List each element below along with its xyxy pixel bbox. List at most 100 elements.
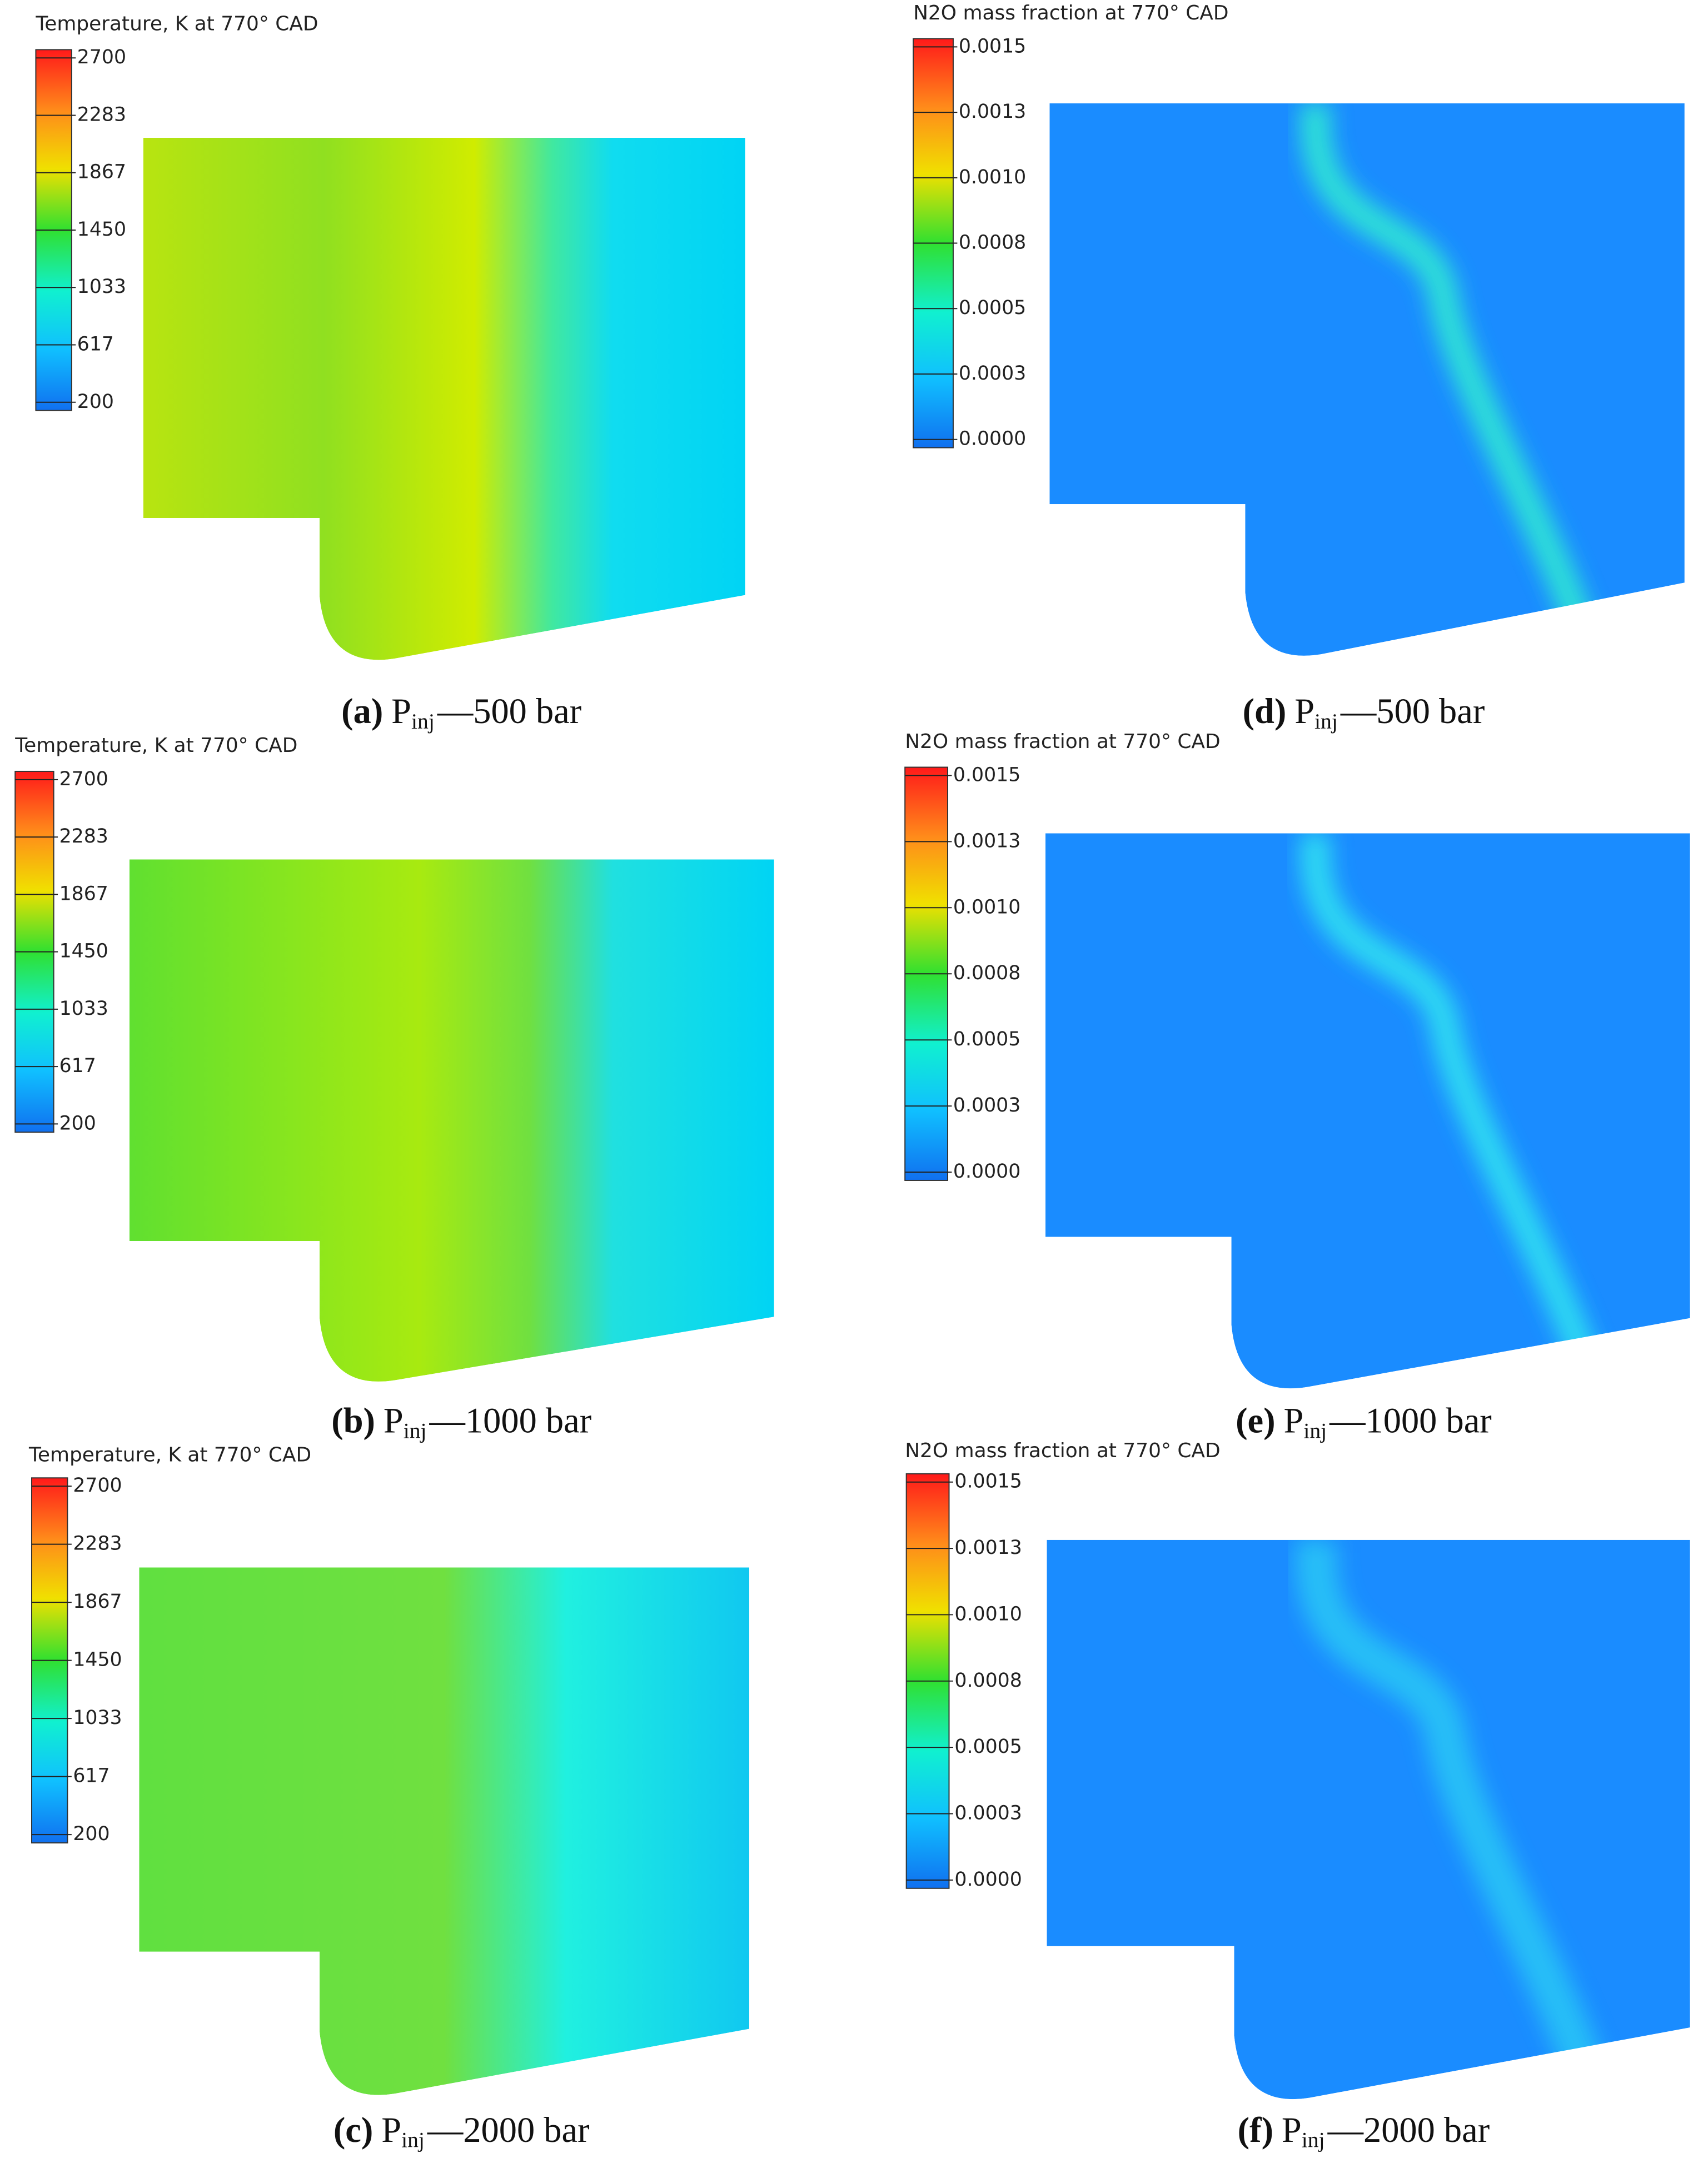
caption-subscript: inj xyxy=(404,1418,427,1443)
contour-plot xyxy=(1047,1539,1690,2100)
colorbar-tick-label: 0.0003 xyxy=(953,1094,1020,1117)
caption-symbol: P xyxy=(381,2110,401,2150)
colorbar-tick-label: 0.0000 xyxy=(953,1160,1020,1183)
colorbar-tick-label: 0.0000 xyxy=(959,428,1026,450)
caption-label: (c) xyxy=(333,2110,374,2150)
colorbar-tick-label: 1867 xyxy=(59,883,108,905)
colorbar-tick-label: 0.0010 xyxy=(954,1603,1022,1625)
panel: Temperature, K at 770° CAD 2700 2283 1867 14… xyxy=(28,1444,750,2152)
colorbar-tick-label: 0.0008 xyxy=(959,232,1026,254)
caption-text: —1000 bar xyxy=(429,1401,592,1440)
caption-text: —2000 bar xyxy=(427,2110,590,2150)
colorbar-tick-label: 617 xyxy=(77,333,114,356)
colorbar-tick-label: 2700 xyxy=(73,1474,122,1497)
caption: (e) Pinj —1000 bar xyxy=(1236,1401,1492,1443)
colorbar-title: Temperature, K at 770° CAD xyxy=(14,734,297,757)
colorbar-tick-label: 0.0013 xyxy=(953,830,1020,852)
colorbar-tick-label: 1450 xyxy=(59,940,108,963)
colorbar-tick-label: 0.0003 xyxy=(954,1802,1022,1825)
caption: (a) Pinj —500 bar xyxy=(341,691,581,734)
panel: N2O mass fraction at 770° CAD 0.0015 0.001… xyxy=(905,1439,1690,2152)
colorbar-tick-label: 0.0010 xyxy=(953,896,1020,918)
domain xyxy=(1047,1539,1690,2100)
caption-subscript: inj xyxy=(1303,1418,1327,1443)
caption-text: —1000 bar xyxy=(1329,1401,1492,1440)
colorbar-tick-label: 2283 xyxy=(73,1533,122,1555)
colorbar-tick-label: 1867 xyxy=(77,161,126,183)
colorbar-tick-label: 0.0000 xyxy=(954,1868,1022,1891)
colorbar-tick-label: 200 xyxy=(73,1823,109,1845)
caption-label: (a) xyxy=(341,691,383,731)
panel: Temperature, K at 770° CAD 2700 2283 1867 14… xyxy=(14,734,774,1443)
contour-plot xyxy=(129,859,774,1382)
colorbar-tick-label: 617 xyxy=(59,1055,96,1077)
domain xyxy=(139,1567,750,2095)
colorbar-tick-label: 2700 xyxy=(77,46,126,68)
colorbar-tick-label: 0.0015 xyxy=(953,764,1020,786)
colorbar-title: Temperature, K at 770° CAD xyxy=(35,13,318,36)
colorbar-tick-label: 0.0013 xyxy=(959,101,1026,123)
colorbar-tick-label: 1450 xyxy=(77,218,126,241)
panel: N2O mass fraction at 770° CAD 0.0015 0.001… xyxy=(904,730,1690,1443)
domain xyxy=(1049,103,1685,656)
colorbar-title: N2O mass fraction at 770° CAD xyxy=(905,730,1220,753)
caption: (b) Pinj —1000 bar xyxy=(331,1401,591,1443)
caption-symbol: P xyxy=(384,1401,404,1440)
domain xyxy=(129,859,774,1382)
caption-label: (b) xyxy=(331,1401,375,1440)
contour-plot xyxy=(139,1567,750,2095)
colorbar-tick-label: 1033 xyxy=(59,998,108,1020)
caption-symbol: P xyxy=(1282,2110,1302,2150)
colorbar-title: Temperature, K at 770° CAD xyxy=(28,1444,311,1467)
caption-text: —500 bar xyxy=(437,691,581,731)
domain xyxy=(143,137,745,660)
colorbar-tick-label: 0.0015 xyxy=(954,1471,1022,1493)
caption-text: —2000 bar xyxy=(1327,2110,1490,2150)
caption-symbol: P xyxy=(1294,691,1314,731)
contour-plot xyxy=(1045,833,1690,1389)
plume xyxy=(1300,833,1608,1389)
colorbar-tick-label: 617 xyxy=(73,1765,109,1787)
caption-subscript: inj xyxy=(1302,2128,1325,2152)
caption: (f) Pinj —2000 bar xyxy=(1238,2110,1490,2152)
colorbar-tick-label: 0.0005 xyxy=(953,1028,1020,1050)
colorbar-tick-label: 0.0005 xyxy=(959,297,1026,319)
colorbar-tick-label: 1867 xyxy=(73,1591,122,1613)
colorbar-tick-label: 1033 xyxy=(73,1707,122,1729)
contour-plot xyxy=(1049,103,1685,656)
panel: N2O mass fraction at 770° CAD 0.0015 0.001… xyxy=(913,2,1685,734)
colorbar-tick-label: 2700 xyxy=(59,768,108,790)
plume xyxy=(1300,103,1604,656)
domain xyxy=(1045,833,1690,1389)
caption: (d) Pinj —500 bar xyxy=(1243,691,1485,734)
caption-symbol: P xyxy=(1283,1401,1303,1440)
colorbar-tick-label: 0.0015 xyxy=(959,35,1026,57)
colorbar-tick-label: 0.0008 xyxy=(953,962,1020,984)
colorbar-title: N2O mass fraction at 770° CAD xyxy=(905,1439,1220,1462)
colorbar-tick-label: 200 xyxy=(77,391,114,413)
contour-plot xyxy=(143,137,745,660)
colorbar-title: N2O mass fraction at 770° CAD xyxy=(913,2,1228,24)
caption-label: (f) xyxy=(1238,2110,1273,2150)
panel: Temperature, K at 770° CAD 2700 2283 1867 14… xyxy=(35,13,745,734)
colorbar-tick-label: 1450 xyxy=(73,1649,122,1671)
colorbar-tick-label: 200 xyxy=(59,1112,96,1134)
caption-label: (d) xyxy=(1243,691,1287,731)
caption-subscript: inj xyxy=(1314,709,1338,734)
colorbar-tick-label: 0.0005 xyxy=(954,1736,1022,1758)
plume xyxy=(1295,1539,1614,2100)
colorbar-tick-label: 2283 xyxy=(77,103,126,126)
caption-symbol: P xyxy=(391,691,411,731)
caption: (c) Pinj —2000 bar xyxy=(333,2110,590,2152)
colorbar-tick-label: 0.0008 xyxy=(954,1669,1022,1692)
colorbar-tick-label: 2283 xyxy=(59,825,108,848)
caption-subscript: inj xyxy=(401,2128,425,2152)
colorbar-tick-label: 0.0003 xyxy=(959,362,1026,385)
colorbar-tick-label: 1033 xyxy=(77,276,126,298)
colorbar-tick-label: 0.0010 xyxy=(959,166,1026,188)
caption-label: (e) xyxy=(1236,1401,1275,1440)
caption-subscript: inj xyxy=(411,709,435,734)
caption-text: —500 bar xyxy=(1340,691,1485,731)
